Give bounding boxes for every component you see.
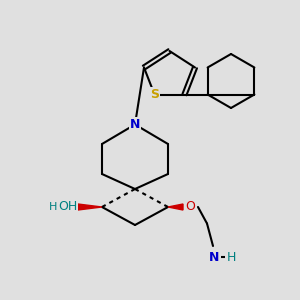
Text: N: N	[209, 251, 220, 264]
Text: H: H	[49, 202, 58, 212]
Text: OH: OH	[58, 200, 77, 214]
Text: H: H	[226, 251, 236, 264]
Text: N: N	[130, 118, 140, 131]
Polygon shape	[78, 204, 102, 210]
Text: O: O	[186, 200, 195, 214]
Text: S: S	[150, 88, 159, 101]
Polygon shape	[168, 204, 183, 210]
